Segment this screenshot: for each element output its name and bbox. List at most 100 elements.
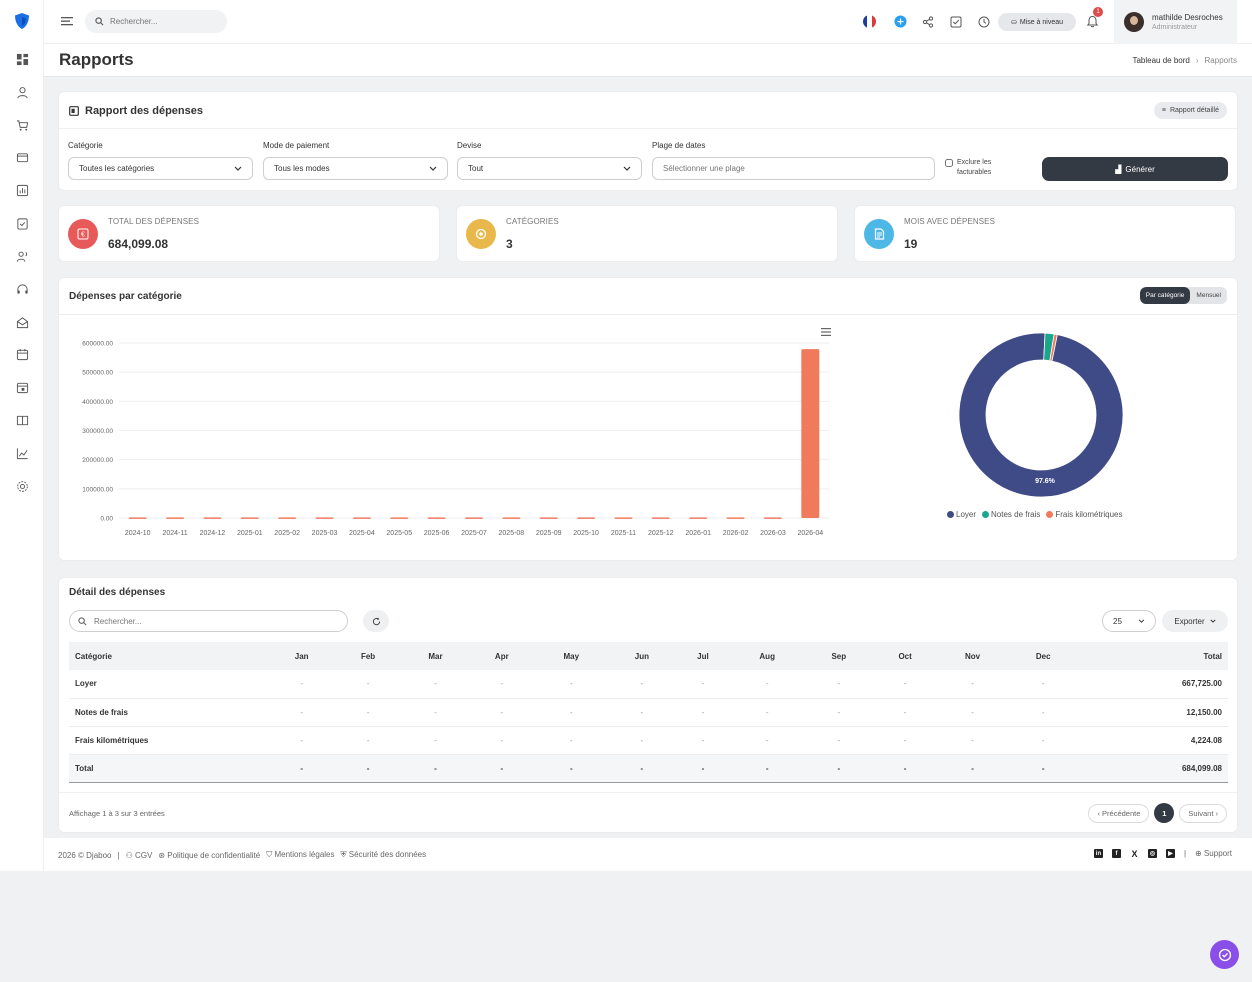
bar[interactable] [390, 517, 409, 519]
legend-item-km[interactable]: Frais kilométriques [1046, 510, 1123, 519]
column-header[interactable]: Catégorie [69, 642, 269, 670]
footer-link-security[interactable]: ⛨ Sécurité des données [340, 850, 427, 859]
users-voice-icon[interactable] [12, 246, 32, 266]
bar[interactable] [577, 517, 596, 519]
bar[interactable] [166, 517, 185, 519]
settings-icon[interactable] [12, 476, 32, 496]
bar[interactable] [315, 517, 334, 519]
youtube-icon[interactable]: ▶ [1165, 849, 1175, 858]
bar[interactable] [801, 349, 820, 518]
previous-page-button[interactable]: ‹ Précédente [1088, 803, 1150, 823]
bar[interactable] [726, 517, 745, 519]
generate-button[interactable]: ▟ Générer [1042, 157, 1228, 181]
global-search[interactable] [85, 10, 227, 33]
footer-link-privacy[interactable]: ⊛ Politique de confidentialité [158, 850, 261, 860]
chart-menu-icon[interactable] [821, 328, 831, 336]
breadcrumb-parent-link[interactable]: Tableau de bord [1132, 56, 1190, 65]
headset-icon[interactable] [12, 279, 32, 299]
table-cell: - [401, 726, 470, 755]
exclude-billable-checkbox[interactable]: Exclure les facturables [945, 158, 991, 178]
calendar-event-icon[interactable] [12, 377, 32, 397]
breadcrumb: Tableau de bord › Rapports [1132, 56, 1237, 65]
bell-icon[interactable] [1085, 14, 1100, 29]
column-header[interactable]: Sep [804, 642, 874, 670]
category-select[interactable]: Toutes les catégories [68, 157, 253, 180]
bar[interactable] [763, 517, 782, 519]
x-twitter-icon[interactable]: X [1131, 848, 1138, 859]
report-icon[interactable] [12, 180, 32, 200]
user-menu[interactable]: mathilde Desroches Administrateur [1114, 0, 1237, 44]
legend-item-notes[interactable]: Notes de frais [982, 510, 1040, 519]
column-header[interactable]: Total [1078, 642, 1228, 670]
report-filter-card: Rapport des dépenses ≡ Rapport détaillé C… [58, 91, 1238, 191]
bar[interactable] [614, 517, 633, 519]
bar[interactable] [128, 517, 147, 519]
dashboard-icon[interactable] [12, 49, 32, 69]
donut-slice[interactable] [958, 332, 1124, 498]
column-header[interactable]: Apr [469, 642, 535, 670]
menu-toggle-icon[interactable] [60, 14, 74, 28]
detailed-report-button[interactable]: ≡ Rapport détaillé [1153, 102, 1227, 119]
upgrade-button[interactable]: ⛀ Mise à niveau [998, 13, 1076, 31]
global-search-input[interactable] [110, 17, 220, 26]
bar[interactable] [539, 517, 558, 519]
legend-item-loyer[interactable]: Loyer [947, 510, 976, 519]
bar[interactable] [203, 517, 222, 519]
cart-icon[interactable] [12, 115, 32, 135]
column-header[interactable]: Mar [401, 642, 470, 670]
column-header[interactable]: Oct [873, 642, 937, 670]
bar[interactable] [689, 517, 708, 519]
book-icon[interactable] [12, 410, 32, 430]
column-header[interactable]: Nov [936, 642, 1009, 670]
logo-shield-icon[interactable] [14, 12, 30, 30]
bar[interactable] [240, 517, 259, 519]
refresh-button[interactable] [363, 610, 389, 632]
instagram-icon[interactable]: ◎ [1147, 849, 1157, 858]
footer-link-cgv[interactable]: ⚇ CGV [125, 850, 153, 860]
clock-icon[interactable] [976, 14, 991, 29]
export-button[interactable]: Exporter [1162, 610, 1228, 632]
bar[interactable] [651, 517, 670, 519]
add-circle-icon[interactable] [893, 14, 908, 29]
page-size-select[interactable]: 25 [1102, 610, 1156, 632]
column-header[interactable]: May [534, 642, 609, 670]
column-header[interactable]: Aug [730, 642, 805, 670]
footer-link-legal[interactable]: ⛉ Mentions légales [266, 850, 335, 859]
column-header[interactable]: Jul [675, 642, 731, 670]
monthly-toggle[interactable]: Mensuel [1190, 287, 1227, 304]
column-header[interactable]: Feb [334, 642, 402, 670]
date-range-input[interactable] [652, 157, 935, 180]
column-header[interactable]: Jun [608, 642, 676, 670]
bar[interactable] [427, 517, 446, 519]
checkbox-icon[interactable] [948, 14, 963, 29]
table-cell: - [334, 726, 402, 755]
wallet-icon[interactable] [12, 147, 32, 167]
table-search[interactable] [69, 610, 348, 632]
bar[interactable] [278, 517, 297, 519]
line-chart-icon[interactable] [12, 443, 32, 463]
donut-slice[interactable] [1049, 333, 1058, 362]
bar[interactable] [352, 517, 371, 519]
user-icon[interactable] [12, 82, 32, 102]
bar[interactable] [502, 517, 521, 519]
next-page-button[interactable]: Suivant › [1179, 803, 1227, 823]
column-header[interactable]: Jan [269, 642, 335, 670]
calendar-icon[interactable] [12, 344, 32, 364]
share-icon[interactable] [920, 14, 935, 29]
language-flag-icon[interactable] [863, 15, 876, 28]
support-link[interactable]: ⊕ Support [1195, 849, 1232, 858]
currency-select[interactable]: Tout [457, 157, 642, 180]
facebook-icon[interactable]: f [1111, 849, 1121, 858]
table-cell: - [730, 754, 805, 783]
page-1-button[interactable]: 1 [1154, 803, 1175, 823]
payment-mode-select[interactable]: Tous les modes [263, 157, 448, 180]
linkedin-icon[interactable]: in [1093, 849, 1103, 858]
bar[interactable] [465, 517, 483, 519]
help-chat-button[interactable] [1210, 940, 1239, 969]
clipboard-check-icon[interactable] [12, 213, 32, 233]
exclude-billable-input[interactable] [945, 159, 953, 167]
by-category-toggle[interactable]: Par catégorie [1139, 287, 1191, 304]
table-search-input[interactable] [94, 616, 334, 626]
column-header[interactable]: Dec [1008, 642, 1078, 670]
mail-open-icon[interactable] [12, 312, 32, 332]
